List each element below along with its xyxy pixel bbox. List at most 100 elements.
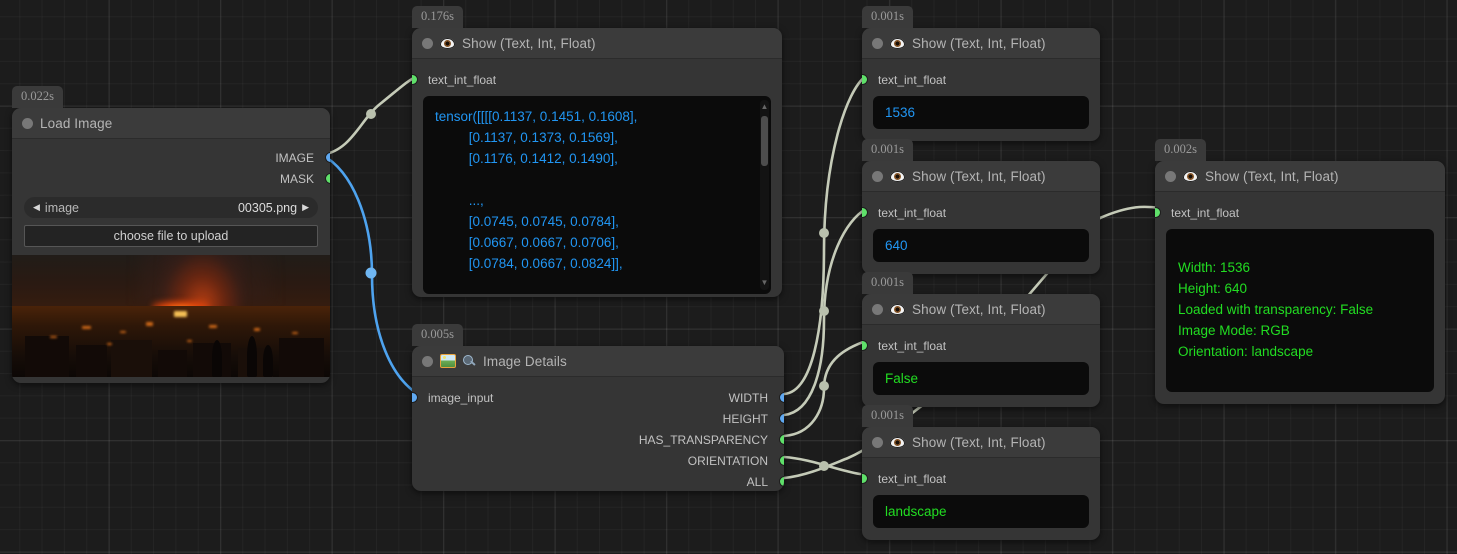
input-slot-text-int-float[interactable]: text_int_float	[862, 202, 1100, 223]
image-preview-render	[12, 255, 330, 377]
node-show-transparency[interactable]: Show (Text, Int, Float) text_int_float F…	[862, 294, 1100, 407]
image-preview[interactable]	[12, 255, 330, 377]
input-label: text_int_float	[878, 205, 947, 220]
node-header[interactable]: Load Image	[12, 108, 330, 139]
output-port-dot[interactable]	[325, 174, 330, 183]
scroll-down-icon[interactable]: ▼	[760, 278, 769, 287]
output-slot-has-transparency[interactable]: HAS_TRANSPARENCY	[412, 429, 784, 450]
output-label: ALL	[746, 474, 768, 489]
node-timing-badge: 0.002s	[1155, 139, 1206, 161]
input-port-dot[interactable]	[862, 474, 867, 483]
output-slot-all[interactable]: ALL	[412, 471, 784, 491]
output-port-dot[interactable]	[779, 393, 784, 402]
input-slot-image-input[interactable]: image_input	[412, 387, 784, 408]
collapse-dot[interactable]	[1165, 170, 1176, 182]
node-title: Image Details	[483, 353, 567, 369]
output-port-dot[interactable]	[325, 153, 330, 162]
value-display[interactable]: 640	[873, 229, 1089, 262]
node-header[interactable]: Show (Text, Int, Float)	[862, 294, 1100, 325]
wire-midpoint-dot	[819, 306, 829, 316]
value-display[interactable]: Width: 1536 Height: 640 Loaded with tran…	[1166, 229, 1434, 392]
value-display[interactable]: 1536	[873, 96, 1089, 129]
magnifier-icon	[463, 354, 476, 368]
node-load-image[interactable]: Load Image IMAGE MASK ◀ image 00305.png …	[12, 108, 330, 383]
node-image-details[interactable]: Image Details image_input WIDTH HEIGHT H…	[412, 346, 784, 491]
wire-has-transparency	[782, 339, 868, 438]
node-header[interactable]: Show (Text, Int, Float)	[412, 28, 782, 59]
collapse-dot[interactable]	[22, 117, 33, 129]
output-port-dot[interactable]	[779, 477, 784, 486]
node-body: image_input WIDTH HEIGHT HAS_TRANSPARENC…	[412, 387, 784, 491]
input-port-dot[interactable]	[412, 393, 417, 402]
node-body: text_int_float tensor([[[[0.1137, 0.1451…	[412, 69, 782, 297]
image-combo-widget[interactable]: ◀ image 00305.png ▶	[24, 197, 318, 218]
output-port-dot[interactable]	[779, 435, 784, 444]
wire-midpoint-dot	[819, 228, 829, 238]
output-port-dot[interactable]	[779, 456, 784, 465]
tensor-text-display[interactable]: tensor([[[[0.1137, 0.1451, 0.1608], [0.1…	[423, 96, 771, 294]
text-scrollbar[interactable]: ▲ ▼	[760, 100, 769, 290]
input-port-dot[interactable]	[412, 75, 417, 84]
collapse-dot[interactable]	[872, 436, 883, 448]
output-label: MASK	[279, 171, 314, 186]
output-slot-mask[interactable]: MASK	[12, 168, 330, 189]
input-port-dot[interactable]	[1155, 208, 1160, 217]
input-slot-text-int-float[interactable]: text_int_float	[862, 335, 1100, 356]
input-port-dot[interactable]	[862, 208, 867, 217]
chevron-left-icon[interactable]: ◀	[33, 202, 40, 212]
eye-icon	[890, 303, 905, 315]
scroll-up-icon[interactable]: ▲	[760, 102, 769, 111]
picture-icon	[440, 354, 456, 368]
combo-value: 00305.png	[237, 200, 298, 215]
node-timing-badge: 0.005s	[412, 324, 463, 346]
node-title: Show (Text, Int, Float)	[1205, 168, 1339, 184]
node-title: Show (Text, Int, Float)	[912, 168, 1046, 184]
value-display[interactable]: landscape	[873, 495, 1089, 528]
node-show-all[interactable]: Show (Text, Int, Float) text_int_float W…	[1155, 161, 1445, 404]
input-port-dot[interactable]	[862, 341, 867, 350]
node-title: Show (Text, Int, Float)	[462, 35, 596, 51]
collapse-dot[interactable]	[872, 170, 883, 182]
wire-image-to-details	[320, 153, 420, 396]
node-header[interactable]: Show (Text, Int, Float)	[862, 161, 1100, 192]
eye-icon	[440, 37, 455, 49]
node-timing-badge: 0.001s	[862, 272, 913, 294]
output-slot-height[interactable]: HEIGHT	[412, 408, 784, 429]
scrollbar-thumb[interactable]	[761, 116, 768, 166]
output-port-dot[interactable]	[779, 414, 784, 423]
input-port-dot[interactable]	[862, 75, 867, 84]
output-slot-width[interactable]: WIDTH	[412, 387, 784, 408]
value-display[interactable]: False	[873, 362, 1089, 395]
collapse-dot[interactable]	[872, 303, 883, 315]
input-slot-text-int-float[interactable]: text_int_float	[412, 69, 782, 90]
node-show-height[interactable]: Show (Text, Int, Float) text_int_float 6…	[862, 161, 1100, 274]
node-timing-badge: 0.022s	[12, 86, 63, 108]
input-slot-text-int-float[interactable]: text_int_float	[862, 468, 1100, 489]
input-slot-text-int-float[interactable]: text_int_float	[1155, 202, 1445, 223]
node-header[interactable]: Show (Text, Int, Float)	[862, 427, 1100, 458]
collapse-dot[interactable]	[872, 37, 883, 49]
output-label: WIDTH	[728, 390, 768, 405]
input-slot-text-int-float[interactable]: text_int_float	[862, 69, 1100, 90]
choose-file-button[interactable]: choose file to upload	[24, 225, 318, 247]
node-body: text_int_float Width: 1536 Height: 640 L…	[1155, 202, 1445, 398]
node-header[interactable]: Show (Text, Int, Float)	[862, 28, 1100, 59]
node-header[interactable]: Show (Text, Int, Float)	[1155, 161, 1445, 192]
node-timing-badge: 0.001s	[862, 139, 913, 161]
collapse-dot[interactable]	[422, 37, 433, 49]
combo-name: image	[44, 200, 79, 215]
output-slot-image[interactable]: IMAGE	[12, 147, 330, 168]
wire-height	[782, 207, 868, 417]
value-text: 640	[885, 238, 908, 253]
node-header[interactable]: Image Details	[412, 346, 784, 377]
wire-midpoint-dot	[819, 381, 829, 391]
eye-icon	[890, 170, 905, 182]
node-show-tensor[interactable]: Show (Text, Int, Float) text_int_float t…	[412, 28, 782, 297]
node-show-orientation[interactable]: Show (Text, Int, Float) text_int_float l…	[862, 427, 1100, 540]
output-slot-orientation[interactable]: ORIENTATION	[412, 450, 784, 471]
collapse-dot[interactable]	[422, 355, 433, 367]
value-text: Width: 1536 Height: 640 Loaded with tran…	[1178, 260, 1374, 359]
chevron-right-icon[interactable]: ▶	[302, 202, 309, 212]
node-show-width[interactable]: Show (Text, Int, Float) text_int_float 1…	[862, 28, 1100, 141]
